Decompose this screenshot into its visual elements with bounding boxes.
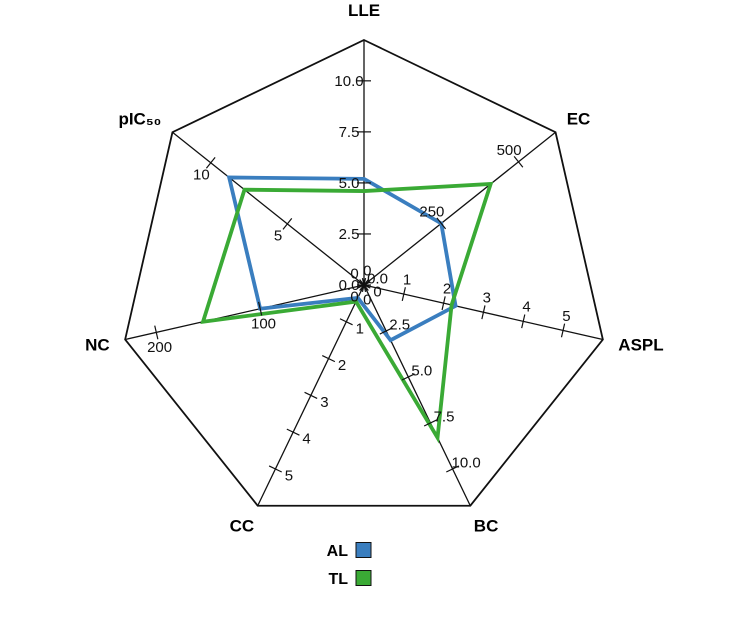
spoke-pic xyxy=(172,131,365,286)
tick-label-cc-5: 5 xyxy=(285,468,293,485)
radar-ticks: 0.02.55.07.510.002505000123450.02.55.07.… xyxy=(147,73,570,485)
tick-label-aspl-1: 1 xyxy=(403,272,411,289)
tick-label-bc-2: 5.0 xyxy=(411,363,432,380)
tick-label-nc-1: 100 xyxy=(251,315,276,332)
tick-label-bc-0: 0.0 xyxy=(367,271,388,288)
legend-swatch-tl xyxy=(355,570,372,586)
tick-aspl-4 xyxy=(521,314,526,329)
tick-label-pic-1: 5 xyxy=(274,228,282,245)
radar-frame xyxy=(124,39,604,507)
tick-label-lle-3: 7.5 xyxy=(339,124,360,141)
axis-label-nc: NC xyxy=(85,335,110,354)
tick-cc-1 xyxy=(339,318,353,326)
tick-label-aspl-5: 5 xyxy=(562,308,570,325)
axis-label-aspl: ASPL xyxy=(618,335,663,354)
tick-nc-1 xyxy=(258,301,263,316)
legend-swatch-al xyxy=(355,542,372,558)
tick-aspl-5 xyxy=(560,323,566,338)
tick-label-aspl-0: 0 xyxy=(363,262,371,279)
tick-label-lle-1: 2.5 xyxy=(339,226,360,243)
tick-label-nc-2: 200 xyxy=(147,339,172,356)
tick-label-cc-1: 1 xyxy=(356,320,364,337)
tick-label-aspl-4: 4 xyxy=(522,299,530,316)
tick-label-cc-2: 2 xyxy=(338,357,346,374)
tick-cc-4 xyxy=(286,428,300,436)
tick-bc-2 xyxy=(401,373,415,381)
tick-cc-5 xyxy=(268,465,282,473)
tick-pic-0 xyxy=(359,279,369,291)
tick-cc-2 xyxy=(321,355,336,363)
tick-label-ec-1: 250 xyxy=(419,204,444,221)
tick-ec-1 xyxy=(436,217,447,230)
tick-aspl-3 xyxy=(481,305,486,320)
spoke-nc xyxy=(124,284,365,341)
tick-nc-2 xyxy=(154,325,159,340)
tick-bc-1 xyxy=(379,327,393,335)
tick-aspl-1 xyxy=(401,287,406,302)
radar-axis-labels: LLE EC ASPL BC CC NC pIC₅₀ xyxy=(85,1,664,536)
legend-label-tl: TL xyxy=(328,571,348,588)
tick-label-cc-4: 4 xyxy=(302,431,310,448)
tick-label-bc-3: 7.5 xyxy=(434,409,455,426)
tick-label-pic-0: 0 xyxy=(350,289,358,306)
tick-label-aspl-2: 2 xyxy=(443,281,451,298)
axis-label-pic: pIC₅₀ xyxy=(118,110,161,129)
axis-label-bc: BC xyxy=(474,517,499,536)
spoke-ec xyxy=(363,131,556,286)
axis-label-cc: CC xyxy=(230,517,255,536)
tick-label-lle-4: 10.0 xyxy=(334,73,363,90)
series-tl-polygon xyxy=(200,181,494,444)
tick-pic-1 xyxy=(282,218,293,230)
tick-label-nc-0: 0 xyxy=(363,292,371,309)
tick-label-bc-1: 2.5 xyxy=(389,317,410,334)
tick-label-cc-0: 0 xyxy=(373,284,381,301)
spoke-bc xyxy=(363,284,471,507)
radar-series xyxy=(200,175,494,444)
radar-outer-frame xyxy=(124,39,604,507)
legend-label-al: AL xyxy=(327,543,349,560)
axis-label-lle: LLE xyxy=(348,1,380,20)
tick-pic-2 xyxy=(205,156,216,169)
tick-label-bc-4: 10.0 xyxy=(451,454,480,471)
tick-label-cc-3: 3 xyxy=(320,394,328,411)
tick-label-ec-0: 0 xyxy=(350,265,358,282)
tick-label-ec-2: 500 xyxy=(497,142,522,159)
tick-label-lle-2: 5.0 xyxy=(339,175,360,192)
tick-label-pic-2: 10 xyxy=(193,167,210,184)
tick-ec-2 xyxy=(513,155,524,168)
series-al-polygon xyxy=(226,175,458,343)
tick-bc-3 xyxy=(423,419,438,427)
tick-label-lle-0: 0.0 xyxy=(339,277,360,294)
tick-cc-3 xyxy=(304,391,318,399)
chart-legend: AL TL xyxy=(327,542,372,588)
tick-label-aspl-3: 3 xyxy=(483,290,491,307)
axis-label-ec: EC xyxy=(567,110,591,129)
tick-aspl-2 xyxy=(441,296,446,311)
tick-bc-4 xyxy=(446,465,460,473)
